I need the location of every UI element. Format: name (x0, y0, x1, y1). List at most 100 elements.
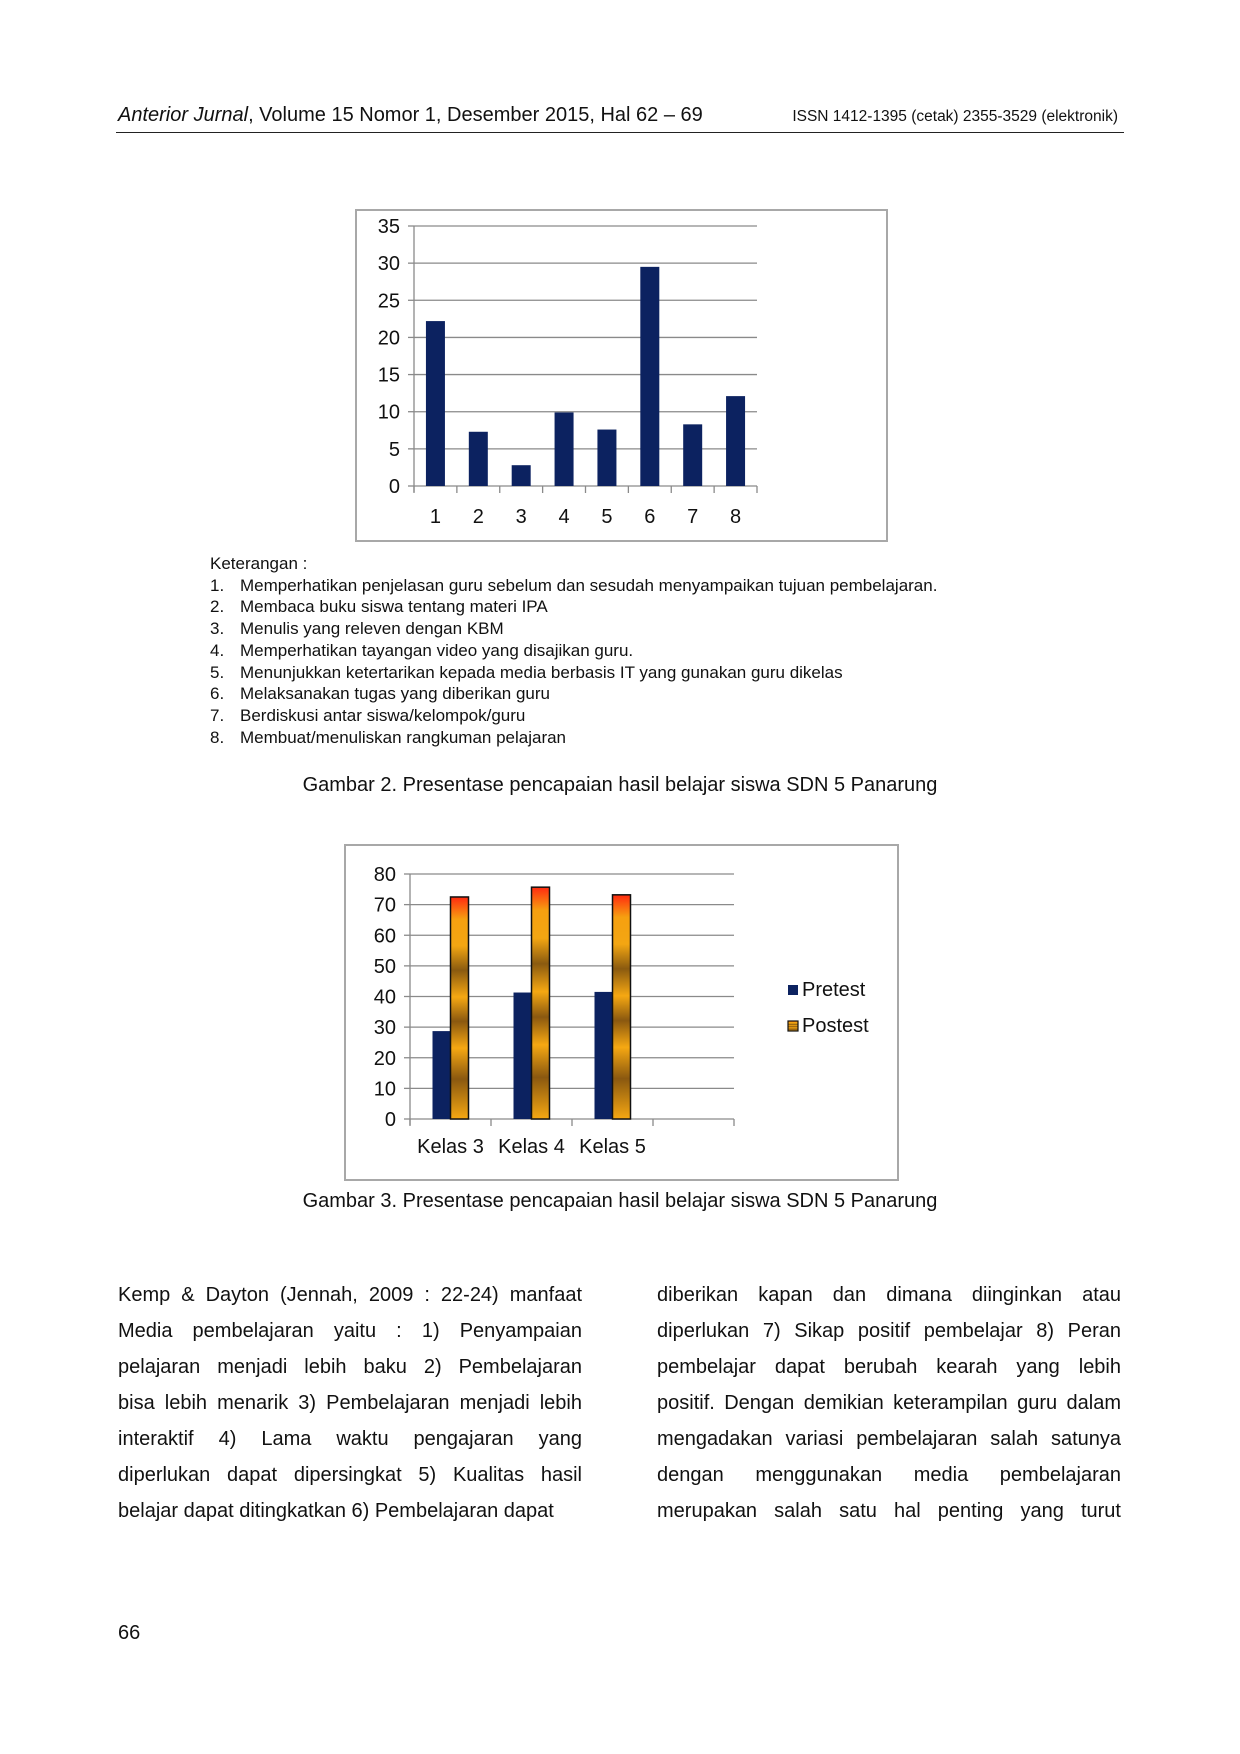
note-text: Memperhatikan tayangan video yang disaji… (240, 640, 634, 660)
note-text: Menulis yang releven dengan KBM (240, 619, 504, 639)
running-header: Anterior Jurnal, Volume 15 Nomor 1, Dese… (116, 104, 1124, 133)
legend-swatch (788, 985, 798, 995)
note-text: Membaca buku siswa tentang materi IPA (240, 597, 548, 617)
body-left-column: Kemp & Dayton (Jennah, 2009 : 22-24) man… (118, 1277, 582, 1529)
note-text: Memperhatikan penjelasan guru sebelum da… (240, 575, 938, 595)
bar-chart-2: 0 10 20 30 40 50 60 70 80 Kelas 3 Kelas 4 Kelas 5 Pr… (374, 864, 869, 1158)
y-tick-label: 30 (378, 253, 400, 275)
note-number: 1. (210, 575, 225, 595)
legend-label: Postest (802, 1015, 869, 1037)
note-item: 6. Melaksanakan tugas yang diberikan guru (210, 683, 937, 705)
note-number: 4. (210, 640, 225, 660)
x-tick-label: Kelas 3 (417, 1136, 484, 1158)
note-number: 8. (210, 727, 225, 747)
bar (425, 321, 445, 486)
note-item: 4. Memperhatikan tayangan video yang disa… (210, 640, 937, 662)
x-tick-label: 7 (687, 506, 698, 528)
body-right-column: diberikan kapan dan dimana diinginkan at… (657, 1277, 1121, 1529)
note-number: 6. (210, 684, 225, 704)
bar-pretest (513, 992, 532, 1119)
note-number: 2. (210, 597, 225, 617)
x-tick-label: 5 (601, 506, 612, 528)
x-tick-label: 1 (430, 506, 441, 528)
issue-info: , Volume 15 Nomor 1, Desember 2015, Hal … (248, 104, 703, 126)
note-item: 1. Memperhatikan penjelasan guru sebelum … (210, 575, 937, 597)
note-number: 3. (210, 619, 225, 639)
x-tick-label: Kelas 4 (498, 1136, 565, 1158)
text-line: mengadakan variasi pembelajaran salah sa… (657, 1428, 1121, 1450)
y-tick-label: 15 (378, 365, 400, 387)
text-line: dengan menggunakan media pembelajaran (657, 1464, 1121, 1486)
bar (511, 465, 531, 486)
note-text: Melaksanakan tugas yang diberikan guru (240, 684, 550, 704)
note-number: 7. (210, 705, 225, 725)
x-tick-label: Kelas 5 (579, 1136, 646, 1158)
legend-swatch (787, 1020, 799, 1032)
x-tick-label: 6 (644, 506, 655, 528)
y-tick-label: 0 (389, 476, 400, 498)
note-item: 2. Membaca buku siswa tentang materi IPA (210, 596, 937, 618)
bar (468, 431, 488, 486)
x-tick-label: 8 (730, 506, 741, 528)
bar-pretest (432, 1031, 451, 1119)
figure-3-chart: 0 10 20 30 40 50 60 70 80 Kelas 3 Kelas 4 Kelas 5 Pr… (344, 844, 899, 1181)
journal-name: Anterior Jurnal (118, 104, 249, 126)
bar-postest (449, 896, 470, 1120)
issn: ISSN 1412-1395 (cetak) 2355-3529 (elektr… (792, 108, 1118, 125)
x-tick-label: 3 (516, 506, 527, 528)
y-tick-label: 30 (374, 1017, 396, 1039)
text-line: belajar dapat ditingkatkan 6) Pembelajar… (118, 1500, 554, 1522)
bar (683, 424, 703, 486)
y-tick-label: 60 (374, 925, 396, 947)
note-item: 8. Membuat/menuliskan rangkuman pelajaran (210, 727, 937, 749)
y-tick-label: 10 (378, 402, 400, 424)
text-line: interaktif 4) Lama waktu pengajaran yang (118, 1428, 582, 1450)
y-tick-label: 80 (374, 864, 396, 886)
note-item: 3. Menulis yang releven dengan KBM (210, 618, 937, 640)
bar-chart-1: 0 5 10 15 20 25 30 35 1 2 3 4 5 6 7 8 (378, 216, 758, 528)
text-line: pembelajar dapat berubah kearah yang leb… (657, 1356, 1121, 1378)
bar-pretest (594, 991, 613, 1119)
text-line: diperlukan dapat dipersingkat 5) Kualita… (118, 1464, 582, 1486)
y-tick-label: 70 (374, 895, 396, 917)
x-tick-label: 2 (473, 506, 484, 528)
y-tick-label: 20 (378, 327, 400, 349)
bar (554, 412, 574, 486)
text-line: merupakan salah satu hal penting yang tu… (657, 1500, 1121, 1522)
note-text: Berdiskusi antar siswa/kelompok/guru (240, 705, 526, 725)
text-line: bisa lebih menarik 3) Pembelajaran menja… (118, 1392, 582, 1414)
bar (640, 266, 660, 486)
note-item: 7. Berdiskusi antar siswa/kelompok/guru (210, 705, 937, 727)
text-line: positif. Dengan demikian keterampilan gu… (657, 1392, 1121, 1414)
note-item: 5. Menunjukkan ketertarikan kepada media … (210, 662, 937, 684)
legend-notes: Keterangan : 1. Memperhatikan penjelasan … (210, 553, 937, 748)
figure-3-caption: Gambar 3. Presentase pencapaian hasil be… (302, 1190, 938, 1212)
text-line: diperlukan 7) Sikap positif pembelajar 8… (657, 1320, 1121, 1342)
y-tick-label: 50 (374, 956, 396, 978)
note-number: 5. (210, 662, 225, 682)
text-line: pelajaran menjadi lebih baku 2) Pembelaj… (118, 1356, 582, 1378)
y-tick-label: 10 (374, 1078, 396, 1100)
legend-label: Pretest (802, 979, 866, 1001)
bar (726, 396, 746, 486)
bar (597, 429, 617, 486)
y-tick-label: 40 (374, 987, 396, 1009)
note-text: Membuat/menuliskan rangkuman pelajaran (240, 727, 567, 747)
x-tick-label: 4 (559, 506, 570, 528)
text-line: Kemp & Dayton (Jennah, 2009 : 22-24) man… (118, 1284, 582, 1306)
y-tick-label: 0 (385, 1109, 396, 1131)
bar-postest (530, 886, 551, 1120)
figure-2-chart: 0 5 10 15 20 25 30 35 1 2 3 4 5 6 7 8 (355, 209, 888, 542)
note-text: Menunjukkan ketertarikan kepada media be… (240, 662, 843, 682)
figure-2-caption: Gambar 2. Presentase pencapaian hasil be… (302, 774, 938, 796)
text-line: Media pembelajaran yaitu : 1) Penyampaia… (118, 1320, 582, 1342)
y-tick-label: 35 (378, 216, 400, 238)
y-tick-label: 25 (378, 290, 400, 312)
notes-title: Keterangan : (210, 554, 308, 573)
page-number: 66 (118, 1622, 141, 1644)
y-tick-label: 20 (374, 1048, 396, 1070)
text-line: diberikan kapan dan dimana diinginkan at… (657, 1284, 1121, 1306)
bar-postest (611, 894, 632, 1120)
y-tick-label: 5 (389, 439, 400, 461)
